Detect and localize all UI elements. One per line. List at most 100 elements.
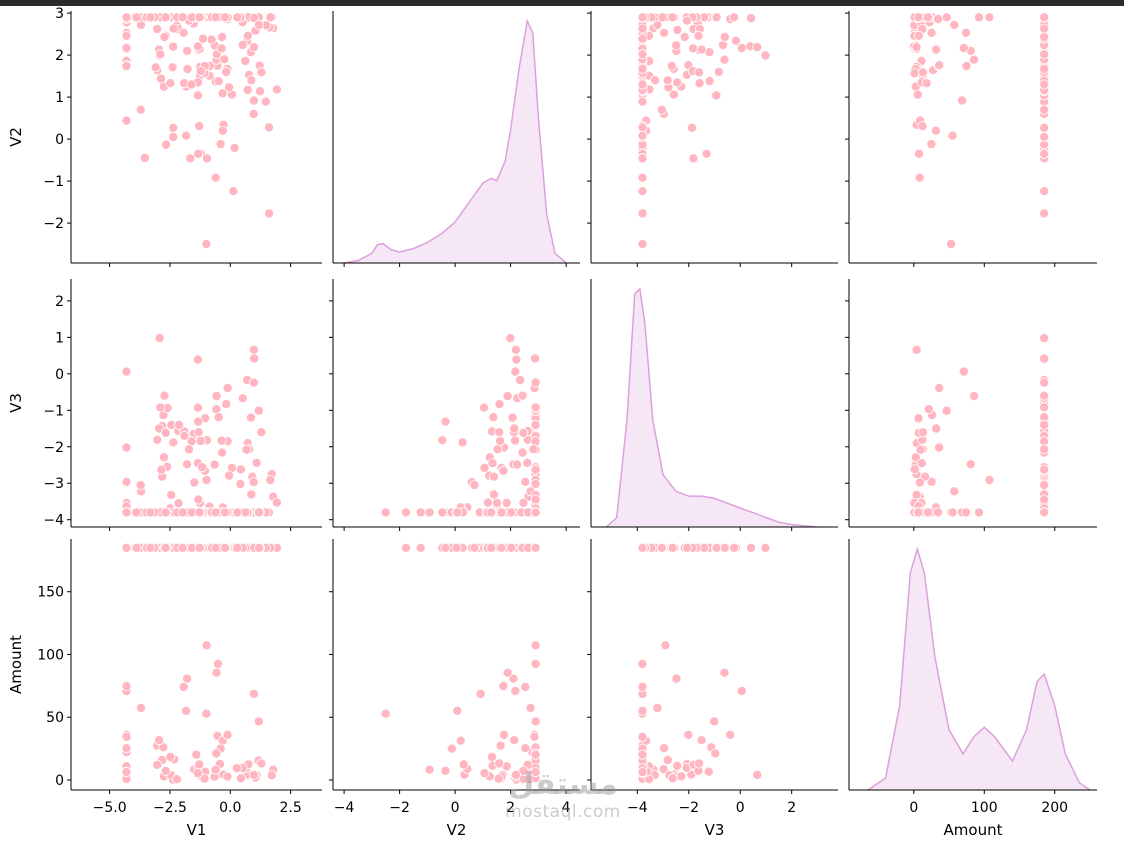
scatter-point [219,54,230,65]
scatter-point [671,40,682,51]
scatter-point [506,542,517,553]
scatter-point [510,686,521,697]
scatter-point [947,130,958,141]
scatter-point [493,773,504,784]
x-tick-label-v3: 0 [736,800,745,816]
scatter-point [455,735,466,746]
scatter-point [659,743,670,754]
scatter-point [131,12,142,23]
scatter-point [457,437,468,448]
scatter-point [189,477,200,488]
scatter-point [201,708,212,719]
scatter-point [241,444,252,455]
panel-v2-vs-amount [845,11,1097,267]
scatter-point [265,474,276,485]
scatter-point [210,764,221,775]
scatter-point [415,542,426,553]
x-tick-label-v3: 2 [787,800,796,816]
panel-v3-vs-amount [845,279,1097,531]
scatter-point [492,444,503,455]
scatter-point [158,452,169,463]
scatter-point [174,419,185,430]
scatter-point [156,464,167,475]
scatter-point [934,442,945,453]
window-top-bar [0,0,1124,6]
scatter-point [502,667,513,678]
scatter-point [637,12,648,23]
scatter-point [121,507,132,518]
scatter-point [424,764,435,775]
scatter-point [253,507,264,518]
scatter-point [507,412,518,423]
scatter-point [1039,390,1050,401]
scatter-point [192,402,203,413]
scatter-point [637,749,648,760]
scatter-point [237,40,248,51]
scatter-point [168,437,179,448]
x-tick-label-amount: 200 [1041,800,1068,816]
scatter-point [121,61,132,72]
scatter-point [167,62,178,73]
scatter-point [637,122,648,133]
scatter-point [248,344,259,355]
scatter-point [488,471,499,482]
scatter-point [703,766,714,777]
scatter-point [518,497,529,508]
panel-amount-vs-v3 [587,539,838,794]
y-tick-label-v2: −2 [43,216,64,232]
scatter-point [494,758,505,769]
scatter-point [931,423,942,434]
panel-marks [121,333,282,518]
scatter-point [235,464,246,475]
scatter-point [494,399,505,410]
scatter-point [701,148,712,159]
scatter-point [271,84,282,95]
scatter-point [517,447,528,458]
x-axis-label-v2: V2 [447,821,467,839]
scatter-point [508,673,519,684]
scatter-point [256,427,267,438]
scatter-point [913,507,924,518]
y-tick-label-v3: −3 [43,476,64,492]
scatter-point [921,78,932,89]
y-tick-label-amount: 100 [37,647,64,663]
x-tick-label-v1: 2.5 [279,800,301,816]
panel-marks [867,546,1091,790]
scatter-point [121,731,132,742]
scatter-point [437,435,448,446]
scatter-point [520,476,531,487]
scatter-point [656,104,667,115]
scatter-point [918,67,929,78]
scatter-point [1039,507,1050,518]
scatter-point [145,507,156,518]
scatter-point [155,49,166,60]
scatter-point [923,507,934,518]
scatter-point [662,75,673,86]
scatter-point [760,542,771,553]
scatter-point [254,86,265,97]
scatter-point [688,43,699,54]
scatter-point [224,82,235,93]
y-tick-label-v2: 1 [55,90,64,106]
scatter-point [933,507,944,518]
scatter-point [210,172,221,183]
scatter-point [139,152,150,163]
scatter-point [211,748,222,759]
scatter-point [145,542,156,553]
kde-area-amount [868,549,1090,790]
y-tick-label-v3: −4 [43,513,64,529]
scatter-point [658,764,669,775]
scatter-point [178,27,189,38]
scatter-point [380,708,391,719]
scatter-point [121,366,132,377]
scatter-point [165,752,176,763]
scatter-point [168,23,179,34]
scatter-point [458,759,469,770]
scatter-point [923,404,934,415]
scatter-point [121,476,132,487]
scatter-point [710,748,721,759]
scatter-point [730,35,741,46]
scatter-point [679,32,690,43]
scatter-point [201,239,212,250]
scatter-point [957,95,968,106]
